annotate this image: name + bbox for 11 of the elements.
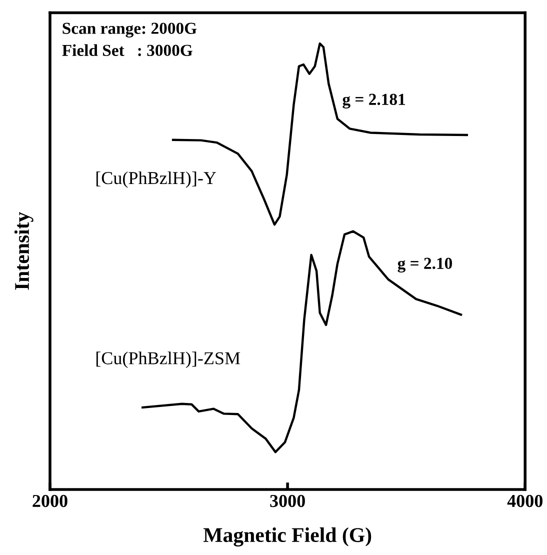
annotation: g = 2.10 — [398, 258, 452, 273]
series-label: [Cu(PhBzlH)]-Y — [96, 171, 216, 188]
x-axis-title: Magnetic Field (G) — [203, 527, 372, 546]
x-tick-label: 4000 — [507, 494, 542, 508]
x-tick-label: 2000 — [32, 494, 68, 508]
text: Scan range: 2000G — [62, 22, 197, 38]
annotation: g = 2.181 — [342, 94, 405, 109]
annotation: Field Set : 3000G — [62, 44, 192, 56]
y-axis-title: Intensity — [14, 212, 34, 290]
x-tick-label: 3000 — [270, 494, 305, 508]
text: [Cu(PhBzlH)]-ZSM — [96, 352, 240, 368]
